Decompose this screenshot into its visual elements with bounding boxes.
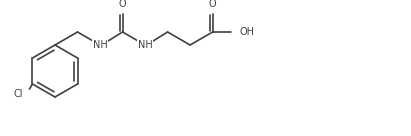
Text: O: O	[209, 0, 217, 9]
Text: O: O	[119, 0, 126, 9]
Text: OH: OH	[240, 27, 255, 37]
Text: Cl: Cl	[14, 89, 23, 99]
Text: NH: NH	[92, 40, 107, 50]
Text: NH: NH	[138, 40, 152, 50]
